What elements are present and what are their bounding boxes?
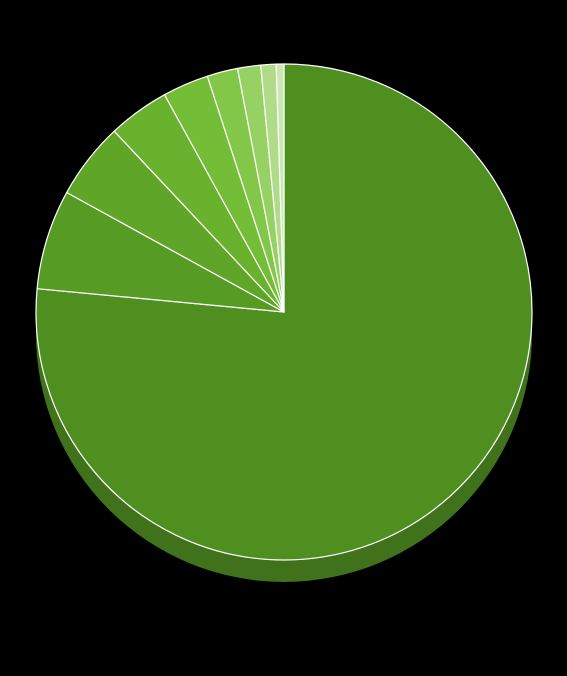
pie-chart-container bbox=[0, 0, 567, 676]
pie-top bbox=[36, 64, 532, 560]
pie-chart bbox=[0, 0, 567, 676]
